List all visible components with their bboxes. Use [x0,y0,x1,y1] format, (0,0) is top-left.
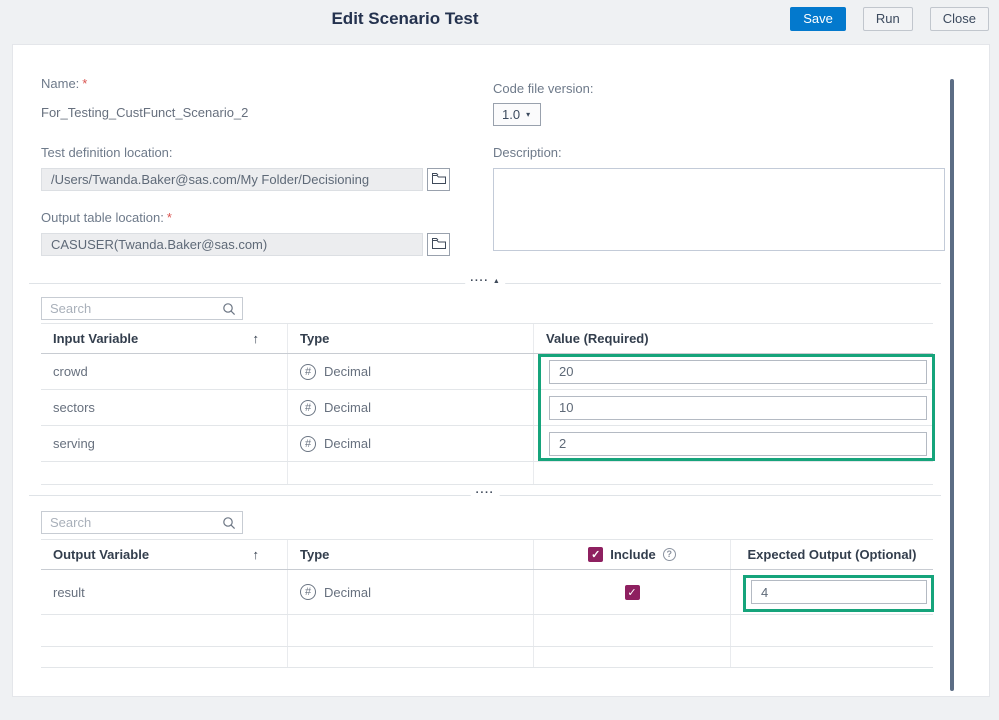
empty-table-row [41,615,933,647]
value-input-crowd[interactable] [549,359,927,384]
test-definition-label: Test definition location: [41,145,173,160]
help-icon[interactable]: ? [662,548,676,561]
input-variable-type: # Decimal [288,354,534,389]
code-file-version-dropdown[interactable]: 1.0 ▾ [493,103,541,126]
input-value-cell [534,390,933,425]
page-title: Edit Scenario Test [331,9,479,28]
topbar-buttons: Save Run Close [790,7,989,31]
output-variables-table: Output Variable ↑ Type ✓ Include ? Expec… [41,539,934,668]
include-checkbox-result[interactable]: ✓ [624,584,640,600]
sort-ascending-icon: ↑ [252,331,260,346]
expected-output-input-result[interactable] [751,580,927,604]
run-button[interactable]: Run [862,7,913,31]
name-value: For_Testing_CustFunct_Scenario_2 [41,105,249,120]
search-icon[interactable] [216,516,242,530]
required-asterisk: * [82,76,88,91]
include-all-checkbox[interactable]: ✓ [588,547,604,562]
input-value-cell [534,426,933,461]
column-header-output-variable[interactable]: Output Variable ↑ [41,540,288,569]
column-header-include: ✓ Include ? [534,540,731,569]
table-row: sectors # Decimal [41,390,933,426]
column-header-type[interactable]: Type [288,324,534,353]
column-header-input-variable[interactable]: Input Variable ↑ [41,324,288,353]
collapse-arrow-icon: ▲ [492,278,500,285]
column-header-type[interactable]: Type [288,540,534,569]
folder-icon [431,172,446,187]
code-file-version-label: Code file version: [493,81,594,96]
chevron-down-icon: ▾ [526,110,531,119]
description-textarea[interactable] [493,168,945,251]
collapse-handle[interactable]: ···· ▲ [465,274,505,289]
section-divider: ···· [29,486,941,500]
test-definition-field: /Users/Twanda.Baker@sas.com/My Folder/De… [41,168,423,191]
drag-dots-icon: ···· [470,275,489,287]
input-variables-table: Input Variable ↑ Type Value (Required) c… [41,323,935,485]
value-input-sectors[interactable] [549,395,927,420]
browse-test-definition-button[interactable] [427,168,450,191]
input-variable-name: sectors [41,390,288,425]
input-value-cell [534,354,933,389]
output-variable-name: result [41,570,288,614]
close-button[interactable]: Close [929,7,989,31]
search-icon[interactable] [216,302,242,316]
table-row: result # Decimal ✓ [41,570,933,615]
decimal-type-icon: # [300,435,316,452]
table-row: serving # Decimal [41,426,933,462]
collapse-handle[interactable]: ···· [470,486,500,500]
drag-dots-icon: ···· [475,487,495,499]
empty-table-row [41,462,933,485]
output-table-label: Output table location: * [41,210,172,225]
section-divider: ···· ▲ [29,274,941,289]
input-search-box [41,297,243,320]
output-table-header: Output Variable ↑ Type ✓ Include ? Expec… [41,540,933,570]
input-variable-name: crowd [41,354,288,389]
column-header-value[interactable]: Value (Required) [546,331,649,346]
expected-output-cell [731,570,933,614]
decimal-type-icon: # [300,399,316,416]
browse-output-table-button[interactable] [427,233,450,256]
empty-table-row [41,647,933,668]
code-file-version-value: 1.0 [502,107,521,122]
output-table-field: CASUSER(Twanda.Baker@sas.com) [41,233,423,256]
input-variable-type: # Decimal [288,390,534,425]
edit-scenario-panel: Name: * For_Testing_CustFunct_Scenario_2 … [12,44,990,697]
name-label: Name: * [41,76,88,91]
output-variable-type: # Decimal [288,570,534,614]
include-cell: ✓ [534,570,731,614]
save-button[interactable]: Save [790,7,846,31]
description-label: Description: [493,145,562,160]
top-bar: Edit Scenario Test Save Run Close [0,0,999,44]
value-input-serving[interactable] [549,431,927,456]
table-row: crowd # Decimal [41,354,933,390]
column-header-expected-output[interactable]: Expected Output (Optional) [747,547,917,562]
sort-ascending-icon: ↑ [252,547,260,562]
folder-icon [431,237,446,252]
input-search-input[interactable] [42,301,216,316]
output-search-box [41,511,243,534]
vertical-scrollbar[interactable] [950,79,954,691]
input-variable-name: serving [41,426,288,461]
decimal-type-icon: # [300,363,316,380]
decimal-type-icon: # [300,584,316,600]
input-variable-type: # Decimal [288,426,534,461]
output-search-input[interactable] [42,515,216,530]
required-asterisk: * [166,210,172,225]
input-table-header: Input Variable ↑ Type Value (Required) [41,324,933,354]
